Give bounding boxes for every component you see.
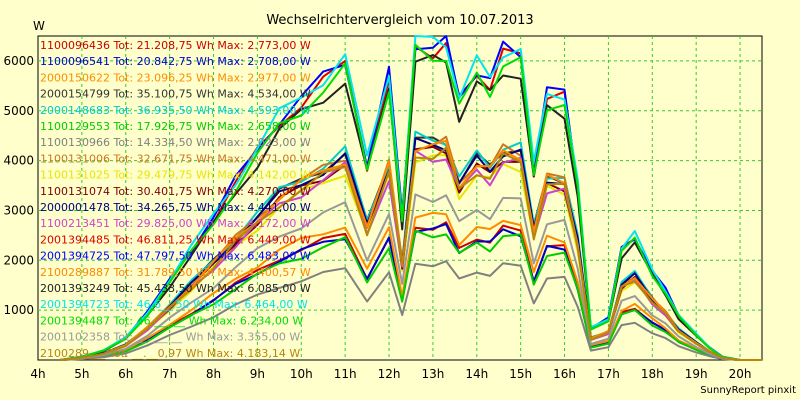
legend-entry: 2100289___ Tot: __.__0,97 Wh Max: 4.183,…	[40, 347, 300, 360]
series-line	[59, 260, 762, 361]
x-tick-label: 4h	[30, 367, 45, 381]
legend-entry: 2000148683 Tot: 36.935,50 Wh Max: 4.593,…	[40, 104, 311, 117]
series-line	[59, 193, 762, 361]
legend-entry: 2001394725 Tot: 47.797,50 Wh Max: 6.483,…	[40, 250, 311, 263]
y-tick-label: 2000	[3, 253, 34, 267]
legend-entry: 1100131006 Tot: 32.671,75 Wh Max: 4.471,…	[40, 152, 311, 165]
legend-entry: 2001394487 Tot: 46.___,__ Wh Max: 6.234,…	[40, 314, 303, 327]
x-tick-label: 19h	[685, 367, 708, 381]
x-tick-label: 6h	[118, 367, 133, 381]
footer-credit: SunnyReport pinxit	[700, 385, 796, 396]
legend-entry: 2000154799 Tot: 35.100,75 Wh Max: 4.534,…	[40, 88, 311, 101]
x-tick-label: 12h	[378, 367, 401, 381]
x-tick-label: 18h	[641, 367, 664, 381]
x-tick-label: 20h	[729, 367, 752, 381]
x-tick-label: 13h	[421, 367, 444, 381]
x-tick-label: 17h	[597, 367, 620, 381]
chart-title: Wechselrichtervergleich vom 10.07.2013	[266, 13, 533, 28]
x-tick-label: 15h	[509, 367, 532, 381]
x-tick-label: 14h	[465, 367, 488, 381]
legend-entry: 1100129553 Tot: 17.926,75 Wh Max: 2.658,…	[40, 120, 311, 133]
series-line	[59, 43, 762, 361]
legend-entry: 1100131074 Tot: 30.401,75 Wh Max: 4.270,…	[40, 185, 311, 198]
x-tick-label: 10h	[290, 367, 313, 381]
y-tick-label: 5000	[3, 104, 34, 118]
y-tick-label: 4000	[3, 154, 34, 168]
x-tick-label: 5h	[74, 367, 89, 381]
legend-entry: 2100289887 Tot: 31.789,50 Wh Max: 4.400,…	[40, 266, 311, 279]
axes: 4h 5h 6h 7h 8h 9h 10h 11h 12h 13h 14h 15h 16h 17h 18h 1…	[3, 54, 751, 381]
y-tick-label: 1000	[3, 303, 34, 317]
legend-entry: 1100096541 Tot: 20.842,75 Wh Max: 2.708,…	[40, 55, 311, 68]
series-line	[59, 211, 762, 361]
series-line	[59, 229, 762, 361]
series-line	[59, 35, 762, 361]
legend: 1100096436 Tot: 21.208,75 Wh Max: 2.773,…	[40, 39, 311, 360]
x-tick-label: 11h	[334, 367, 357, 381]
x-tick-label: 7h	[162, 367, 177, 381]
x-tick-label: 16h	[553, 367, 576, 381]
y-tick-label: 6000	[3, 54, 34, 68]
legend-entry: 1100131025 Tot: 29.479,75 Wh Max: 4.142,…	[40, 169, 311, 182]
legend-entry: 2001394723 Tot: 46.6__,50 Wh Max: 6.464,…	[40, 298, 308, 311]
legend-entry: 2001393249 Tot: 45.433,50 Wh Max: 6.085,…	[40, 282, 311, 295]
series-lines	[59, 35, 762, 361]
legend-entry: 1100213451 Tot: 29.825,00 Wh Max: 4.172,…	[40, 217, 311, 230]
legend-entry: 1100096436 Tot: 21.208,75 Wh Max: 2.773,…	[40, 39, 311, 52]
series-line	[59, 146, 762, 361]
x-tick-label: 9h	[250, 367, 265, 381]
legend-entry: 2000001478 Tot: 34.265,75 Wh Max: 4.441,…	[40, 201, 311, 214]
legend-entry: 1100130966 Tot: 14.334,50 Wh Max: 2.023,…	[40, 136, 311, 149]
legend-entry: 2001394485 Tot: 46.811,25 Wh Max: 6.449,…	[40, 233, 311, 246]
legend-entry: 2000150622 Tot: 23.096,25 Wh Max: 2.977,…	[40, 71, 311, 84]
legend-entry: 2001102358 Tot: __.___,__ Wh Max: 3.355,…	[40, 331, 300, 344]
y-tick-label: 3000	[3, 203, 34, 217]
x-tick-label: 8h	[206, 367, 221, 381]
y-axis-label: W	[33, 19, 45, 33]
